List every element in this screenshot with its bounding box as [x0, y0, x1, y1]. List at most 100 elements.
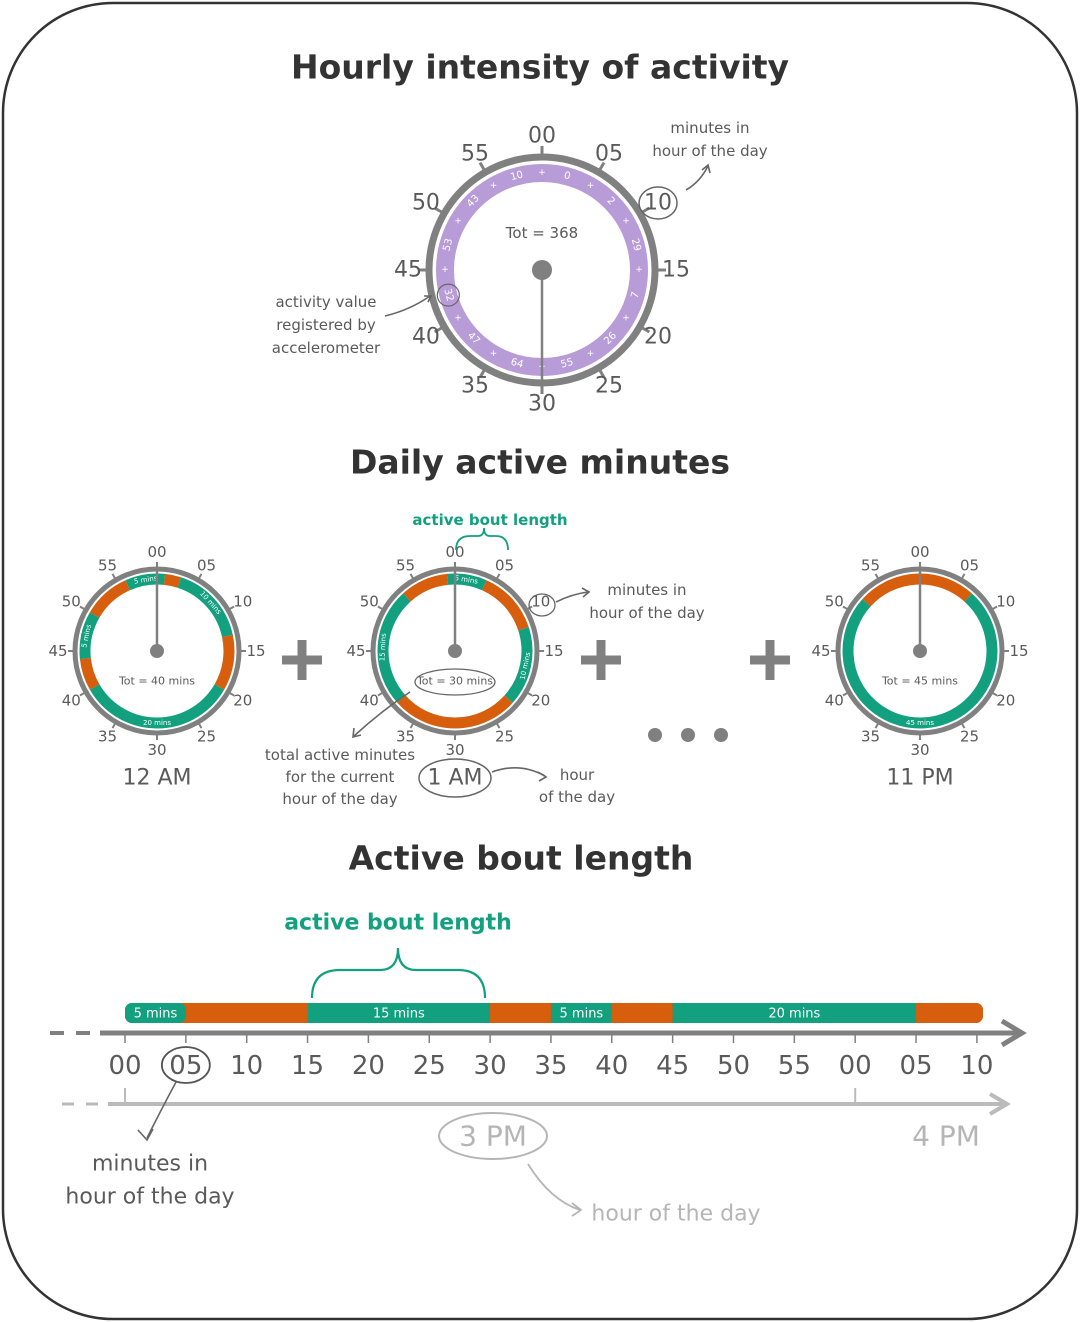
minute-tick	[992, 605, 998, 610]
plus-sign	[282, 640, 322, 680]
minute-tick	[111, 573, 116, 579]
brace	[455, 527, 509, 551]
ring-divider: +	[635, 265, 643, 275]
active-segment	[177, 577, 233, 638]
active-segment	[89, 580, 131, 618]
minute-label: 35	[396, 728, 415, 746]
active-segment	[125, 573, 166, 591]
minute-tick	[433, 206, 443, 214]
section-title: Hourly intensity of activity	[291, 48, 789, 87]
bout-segment	[185, 1003, 308, 1023]
ring-divider: +	[538, 168, 546, 178]
minute-label: 25	[960, 728, 979, 746]
minute-label: 10	[531, 593, 550, 611]
ellipsis-dot	[648, 728, 662, 742]
annotation: hour of the day	[282, 790, 397, 808]
minute-label: 50	[825, 593, 844, 611]
minute-tick	[992, 692, 998, 697]
minute-label: 00	[108, 1051, 141, 1081]
minute-label: 40	[62, 692, 81, 710]
minute-label: 05	[900, 1051, 933, 1081]
minute-label: 50	[717, 1051, 750, 1081]
segment-label: 20 mins	[768, 1007, 820, 1022]
minute-tick	[79, 605, 85, 610]
minute-tick	[409, 573, 414, 579]
segment-label: 45 mins	[906, 719, 934, 727]
minute-label: 30	[910, 741, 929, 759]
bout-segment	[672, 1003, 917, 1023]
annotation: hour	[560, 766, 595, 784]
minute-tick	[842, 692, 848, 697]
minute-label: 05	[197, 556, 216, 574]
ring-divider: +	[490, 349, 498, 359]
annotation: minutes in	[670, 119, 749, 137]
total-label: Tot = 45 mins	[881, 675, 958, 688]
minute-label: 25	[595, 374, 623, 399]
arrow	[685, 165, 709, 191]
clock-center	[532, 260, 552, 280]
activity-value: 55	[560, 357, 575, 371]
minute-tick	[598, 369, 606, 379]
minute-tick	[874, 573, 879, 579]
minute-label: 30	[147, 741, 166, 759]
minute-label: 50	[412, 191, 440, 216]
minute-label: 30	[528, 392, 556, 417]
clock-center	[448, 644, 462, 658]
minute-label: 40	[825, 692, 844, 710]
minute-tick	[496, 723, 501, 729]
annotation: hour of the day	[591, 1202, 760, 1227]
minute-label: 15	[662, 258, 690, 283]
active-segment	[397, 695, 513, 729]
minute-label: 40	[360, 692, 379, 710]
minute-tick	[377, 605, 383, 610]
ring-divider: +	[454, 314, 462, 324]
active-segment	[504, 627, 533, 703]
activity-value: 64	[509, 357, 524, 371]
active-segment	[446, 573, 487, 591]
activity-value: 32	[441, 288, 455, 303]
section-title: Active bout length	[349, 839, 694, 878]
highlight	[436, 283, 460, 307]
minute-tick	[641, 326, 651, 334]
minute-label: 00	[445, 543, 464, 561]
minute-label: 10	[644, 191, 672, 216]
minute-tick	[198, 723, 203, 729]
clock-center	[913, 644, 927, 658]
minute-label: 00	[528, 124, 556, 149]
minute-label: 45	[48, 642, 67, 660]
ring-divider: +	[441, 265, 449, 275]
segment-label: 15 mins	[373, 1007, 425, 1022]
ring-divider: +	[587, 349, 595, 359]
active-segment	[481, 580, 529, 631]
arrow	[137, 1128, 154, 1142]
minute-label: 20	[644, 325, 672, 350]
minute-label: 55	[396, 556, 415, 574]
annotation: hour of the day	[65, 1185, 234, 1210]
minute-tick	[229, 605, 235, 610]
annotation: hour of the day	[652, 142, 767, 160]
minute-tick	[229, 692, 235, 697]
minute-label: 45	[394, 258, 422, 283]
minute-label: 30	[474, 1051, 507, 1081]
minute-label: 05	[169, 1051, 202, 1081]
minute-label: 00	[839, 1051, 872, 1081]
hour-label: 12 AM	[122, 766, 191, 791]
active-segment	[89, 684, 225, 729]
bout-segment	[125, 1003, 186, 1023]
highlight	[418, 758, 492, 798]
minute-tick	[409, 723, 414, 729]
minute-label: 00	[910, 543, 929, 561]
hour-label: 3 PM	[459, 1120, 527, 1153]
minute-label: 50	[62, 593, 81, 611]
minute-label: 40	[412, 325, 440, 350]
minute-tick	[842, 605, 848, 610]
arrow	[581, 587, 591, 598]
arrow	[146, 1081, 177, 1139]
minute-label: 00	[147, 543, 166, 561]
arrow	[701, 163, 711, 174]
minute-tick	[198, 573, 203, 579]
ring-divider: +	[587, 181, 595, 191]
annotation: active bout length	[284, 911, 512, 936]
